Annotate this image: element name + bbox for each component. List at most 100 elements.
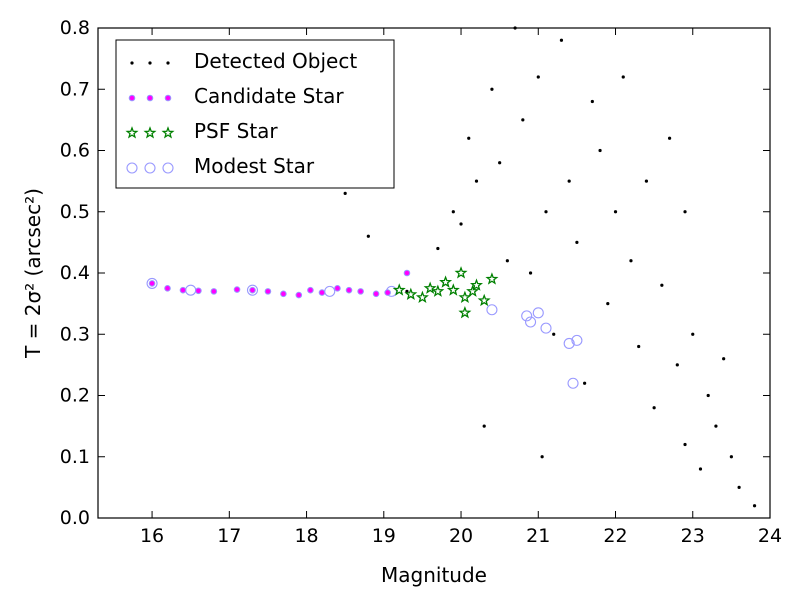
psf-star-point	[404, 287, 418, 300]
plot-marks	[146, 26, 757, 508]
modest-star-point	[146, 277, 158, 289]
detected-point	[683, 442, 687, 447]
modest-star-point	[540, 322, 552, 334]
legend-marker-psf-star-point	[161, 126, 175, 139]
detected-point	[637, 344, 641, 349]
detected-point	[660, 283, 664, 287]
detected-point	[613, 210, 618, 214]
detected-point	[467, 136, 471, 140]
modest-star-point	[563, 337, 575, 349]
legend-label-psf: PSF Star	[194, 119, 278, 143]
detected-point	[714, 424, 718, 428]
detected-point	[675, 363, 679, 367]
modest-star-point	[185, 284, 197, 296]
candidate-star-point	[403, 269, 411, 277]
detected-point	[598, 148, 602, 153]
candidate-star-point	[334, 285, 341, 292]
x-tick-label: 20	[449, 525, 473, 547]
psf-star-point	[439, 275, 453, 288]
candidate-star-point	[384, 289, 391, 296]
psf-star-point	[423, 281, 437, 294]
legend-marker-modest-star-point	[126, 162, 138, 174]
detected-point	[590, 99, 594, 104]
legend-marker-candidate-star-point	[164, 94, 172, 102]
legend-marker-psf-star-point	[125, 126, 139, 139]
candidate-star-point	[249, 286, 256, 294]
detected-point	[544, 210, 548, 214]
detected-point	[621, 75, 625, 79]
legend-marker-detected-point	[130, 61, 134, 65]
y-tick-label: 0.8	[60, 17, 90, 39]
detected-point	[629, 259, 633, 263]
detected-point	[698, 467, 703, 471]
detected-point	[343, 191, 347, 195]
legend-label-candidate: Candidate Star	[194, 84, 344, 108]
detected-point	[583, 381, 587, 385]
legend-label-detected: Detected Object	[194, 49, 357, 73]
x-tick-label: 22	[603, 525, 627, 547]
candidate-star-point	[210, 288, 218, 295]
psf-star-point	[466, 284, 480, 297]
detected-point	[722, 357, 726, 361]
x-tick-label: 21	[526, 525, 550, 547]
x-tick-label: 16	[140, 525, 164, 547]
detected-point	[528, 271, 533, 275]
y-tick-label: 0.5	[60, 201, 90, 223]
modest-star-point	[532, 307, 544, 319]
modest-star-point	[324, 285, 336, 297]
legend-marker-candidate-star-point	[146, 94, 154, 102]
y-tick-label: 0.4	[60, 262, 90, 284]
detected-point	[536, 75, 540, 79]
y-tick-label: 0.6	[60, 140, 90, 162]
detected-point	[552, 332, 556, 336]
modest-star-point	[246, 284, 259, 296]
legend-marker-modest-star-point	[144, 162, 156, 174]
psf-star-point	[446, 283, 460, 296]
candidate-star-point	[233, 286, 241, 293]
psf-star-point	[485, 272, 499, 285]
legend-marker-candidate-star-point	[128, 94, 136, 102]
candidate-star-point	[372, 290, 380, 298]
candidate-star-point	[357, 288, 364, 295]
candidate-star-point	[148, 280, 156, 287]
candidate-star-point	[345, 286, 353, 294]
y-tick-label: 0.1	[60, 446, 90, 468]
x-axis-title: Magnitude	[381, 563, 487, 587]
legend-marker-detected-point	[148, 61, 152, 65]
legend-box	[115, 39, 395, 189]
psf-star-point	[458, 305, 472, 319]
psf-star-point	[415, 290, 429, 304]
candidate-star-point	[295, 291, 303, 299]
detected-point	[752, 504, 757, 508]
modest-star-point	[571, 334, 583, 346]
candidate-star-point	[195, 287, 202, 295]
psf-star-point	[458, 290, 472, 304]
psf-star-point	[392, 283, 406, 296]
y-tick-label: 0.7	[60, 78, 90, 100]
detected-point	[575, 240, 579, 244]
detected-point	[667, 136, 672, 140]
legend-items	[125, 61, 175, 174]
detected-point	[498, 161, 502, 165]
legend-marker-psf-star-point	[143, 126, 157, 139]
detected-point	[482, 424, 486, 428]
candidate-star-point	[307, 286, 314, 294]
detected-point	[567, 179, 571, 183]
modest-star-point	[486, 304, 498, 316]
psf-star-point	[431, 284, 445, 297]
x-tick-label: 17	[217, 525, 241, 547]
axis-ticks: 16 17 18 19 20 21 22 23 24 0.0 0.1 0.2 0.3 0.4 0.5 0.6 0…	[60, 17, 782, 547]
modest-star-point	[567, 377, 579, 389]
detected-point	[729, 455, 733, 459]
detected-point	[459, 222, 463, 226]
detected-point	[559, 38, 564, 42]
psf-star-point	[454, 266, 468, 279]
x-tick-label: 18	[294, 525, 318, 547]
detected-point	[737, 485, 741, 489]
detected-point	[436, 246, 440, 251]
candidate-star-point	[264, 288, 272, 295]
x-tick-label: 19	[372, 525, 396, 547]
detected-point	[521, 118, 525, 122]
y-tick-label: 0.0	[60, 507, 90, 529]
